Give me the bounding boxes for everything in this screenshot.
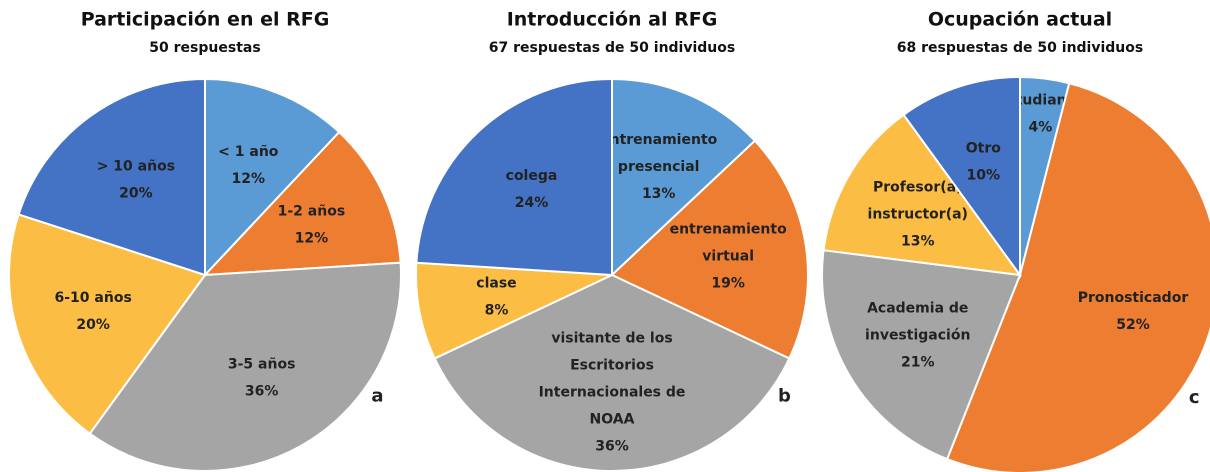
slice-label: clase [476,276,516,292]
pie-slice [202,130,402,277]
pie-slice [415,261,613,360]
value-label: 8% [485,303,509,319]
slice-label: colega [506,168,558,184]
slice-label: Otro [966,141,1001,157]
pie-slice [610,139,809,360]
pie-slice [902,75,1021,279]
slice-label: < 1 año [218,144,279,160]
value-label: 12% [295,230,329,246]
value-label: 52% [1116,317,1150,333]
pie-slice [945,82,1210,472]
pie-slice [88,261,402,472]
pie-slice [17,77,206,277]
value-label: 36% [595,439,629,455]
chart-title: Participación en el RFG [81,9,330,31]
slice-label-line: investigación [865,327,970,343]
pie-slice [433,273,791,472]
slice-label-line: entrenamiento [600,132,718,148]
panel-letter: b [778,386,791,407]
pie-slice [611,77,757,278]
slice-label: Pronosticador [1078,290,1189,306]
slice-label-line: 6-10 años [55,290,132,306]
value-label: 13% [901,234,935,250]
slice-label-line: Pronosticador [1078,290,1189,306]
slice-label: visitante de los Escritorios Internacional… [539,331,686,428]
slice-label: Profesor(a) instructor(a) [868,180,968,223]
value-label: 36% [245,384,279,400]
slice-label-line: Academia de [867,300,968,316]
slice-label-line: 1-2 años [278,203,346,219]
slice-label-line: Internacionales de [539,385,686,401]
slice-label-line: 3-5 años [228,357,296,373]
chart-subtitle: 67 respuestas de 50 individuos [489,40,735,56]
slice-label-line: presencial [618,159,700,175]
value-label: 19% [711,276,745,292]
slice-label-line: virtual [702,249,754,265]
pie-slice [415,77,613,277]
panel-letter: a [371,386,383,407]
chart-title: Ocupación actual [928,9,1112,31]
panel-letter: c [1189,387,1200,408]
pie-slice [821,249,1022,461]
slice-label: entrenamiento presencial [600,132,718,175]
value-label: 12% [232,171,266,187]
slice-label-line: Escritorios [570,358,654,374]
slice-label-line: < 1 año [218,144,279,160]
slice-label: 6-10 años [55,290,132,306]
slice-label-line: colega [506,168,558,184]
value-label: 21% [901,354,935,370]
value-label: 13% [642,186,676,202]
slice-label-line: Otro [966,141,1001,157]
pie-slice [8,213,207,435]
chart-subtitle: 50 respuestas [149,40,260,56]
slice-label: entrenamiento virtual [670,222,788,265]
slice-label-line: entrenamiento [670,222,788,238]
slice-label-line: visitante de los [551,331,672,347]
slice-label: Academia de investigación [865,300,970,343]
value-label: 20% [76,317,110,333]
pie-slice [204,77,341,278]
slice-label: > 10 años [97,158,175,174]
slice-label-line: Profesor(a) [873,180,962,196]
chart-title: Introducción al RFG [507,9,718,31]
slice-label-line: > 10 años [97,158,175,174]
slice-label-line: instructor(a) [868,207,968,223]
slice-label-line: clase [476,276,516,292]
slice-label: 3-5 años [228,357,296,373]
value-label: 4% [1028,119,1052,135]
value-label: 24% [515,195,549,211]
pie-slice [822,113,1023,277]
chart-subtitle: 68 respuestas de 50 individuos [897,40,1143,56]
value-label: 20% [119,185,153,201]
value-label: 10% [967,168,1001,184]
slice-label-line: NOAA [590,412,635,428]
slice-label: 1-2 años [278,203,346,219]
